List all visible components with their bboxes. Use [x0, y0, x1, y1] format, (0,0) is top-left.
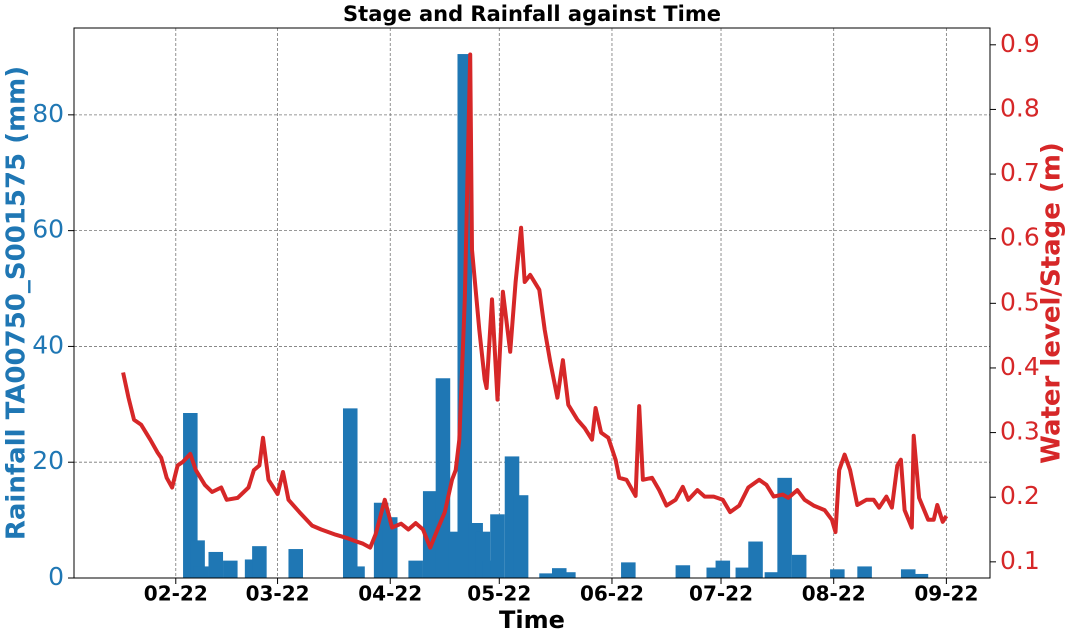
x-tick-label: 02-22 [144, 582, 208, 606]
y2-tick-label: 0.8 [1000, 93, 1040, 122]
x-tick-label: 03-22 [246, 582, 310, 606]
bar [735, 567, 751, 578]
bar [561, 572, 576, 578]
x-tick-label: 08-22 [802, 582, 866, 606]
bar [223, 560, 238, 578]
bar [830, 569, 845, 578]
bar [791, 554, 807, 578]
y2-tick-label: 0.6 [1000, 223, 1040, 252]
x-tick-label: 05-22 [467, 582, 531, 606]
bar [408, 560, 423, 578]
bar [857, 566, 872, 578]
y2-tick-label: 0.9 [1000, 29, 1040, 58]
bar [777, 477, 792, 578]
y2-tick-label: 0.3 [1000, 417, 1040, 446]
bar [288, 549, 303, 578]
y-tick-label: 80 [32, 99, 64, 128]
plot-frame [73, 27, 991, 579]
y2-tick-label: 0.2 [1000, 481, 1040, 510]
y2-tick-label: 0.4 [1000, 352, 1040, 381]
line [121, 52, 949, 550]
y2-tick-label: 0.1 [1000, 546, 1040, 575]
bar [382, 517, 398, 578]
y2-axis-label: Water level/Stage (m) [1037, 142, 1067, 464]
y-axis-label: Rainfall TA00750_S001575 (mm) [2, 66, 32, 540]
bar [513, 495, 529, 578]
bar [490, 514, 505, 578]
bar [913, 573, 929, 578]
bar [748, 541, 763, 578]
y2-tick-label: 0.5 [1000, 287, 1040, 316]
bar [252, 546, 267, 578]
bar [422, 491, 438, 578]
bar [900, 569, 916, 578]
bar [193, 566, 209, 578]
bar [621, 562, 636, 578]
y-tick-label: 0 [48, 562, 64, 591]
y-tick-label: 40 [32, 330, 64, 359]
x-tick-label: 09-22 [914, 582, 978, 606]
bar [183, 413, 198, 578]
x-tick-label: 06-22 [580, 582, 644, 606]
x-axis-label: Time [499, 606, 565, 634]
y2-tick-label: 0.7 [1000, 158, 1040, 187]
bar [435, 378, 451, 578]
y-tick-label: 60 [32, 215, 64, 244]
bar [675, 565, 691, 578]
bar [342, 408, 358, 578]
x-tick-label: 07-22 [689, 582, 753, 606]
chart-title: Stage and Rainfall against Time [343, 2, 721, 26]
bar [764, 572, 780, 578]
bar [350, 566, 365, 578]
x-tick-label: 04-22 [358, 582, 422, 606]
y-tick-label: 20 [32, 446, 64, 475]
bar [551, 568, 567, 578]
bar [208, 551, 224, 578]
bar [539, 573, 554, 578]
bar [715, 560, 731, 578]
bar [706, 567, 722, 578]
